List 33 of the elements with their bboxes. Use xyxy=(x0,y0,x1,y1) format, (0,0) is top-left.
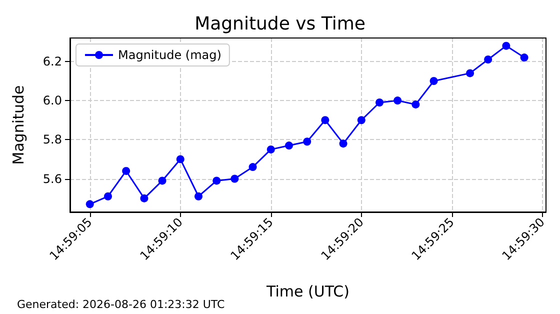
y-tick-label: 6.2 xyxy=(42,54,62,68)
point xyxy=(212,176,221,185)
y-axis-title: Magnitude xyxy=(10,85,28,165)
point xyxy=(520,54,528,62)
point xyxy=(230,174,239,183)
point xyxy=(502,42,510,50)
point xyxy=(266,145,275,154)
point xyxy=(430,77,438,86)
point xyxy=(194,192,202,200)
point xyxy=(122,166,130,175)
legend-label: Magnitude (mag) xyxy=(118,48,222,62)
point xyxy=(466,69,474,78)
point xyxy=(86,200,94,208)
y-tick-label: 6.0 xyxy=(42,94,62,108)
point xyxy=(176,155,184,164)
point xyxy=(285,142,294,150)
point xyxy=(484,56,492,64)
x-axis-title: Time (UTC) xyxy=(266,282,350,300)
point xyxy=(376,98,384,107)
point xyxy=(158,176,166,185)
point xyxy=(339,140,348,148)
point xyxy=(303,138,312,146)
point xyxy=(140,194,148,202)
point xyxy=(357,116,366,124)
point xyxy=(104,192,112,200)
y-tick-label: 5.8 xyxy=(42,132,62,147)
chart-title: Magnitude vs Time xyxy=(194,14,366,34)
point xyxy=(394,96,402,105)
text: Generated: 2026-08-26 01:23:32 UTC xyxy=(17,298,226,311)
point xyxy=(412,100,420,108)
point xyxy=(321,116,330,124)
y-tick-label: 5.6 xyxy=(42,172,62,186)
point xyxy=(248,163,257,172)
